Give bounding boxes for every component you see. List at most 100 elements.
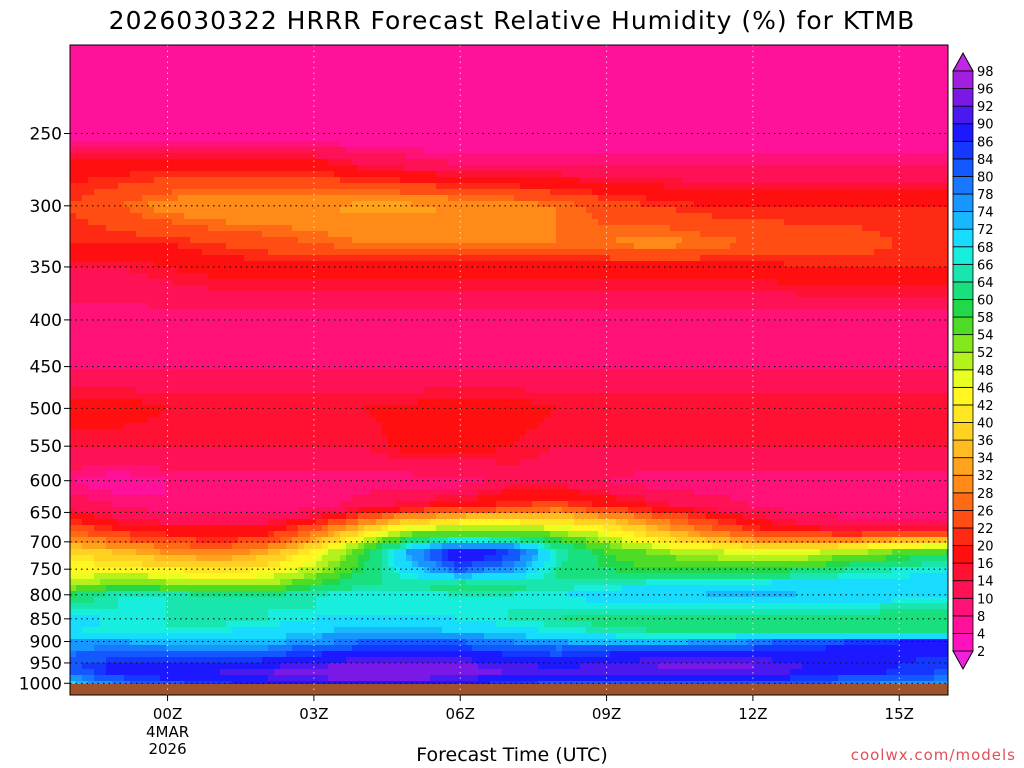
- field-cell: [532, 123, 539, 130]
- field-cell: [934, 99, 941, 106]
- field-cell: [106, 147, 113, 154]
- field-cell: [496, 177, 503, 184]
- field-cell: [916, 105, 923, 112]
- field-cell: [448, 117, 455, 124]
- field-cell: [508, 165, 515, 172]
- field-cell: [430, 195, 437, 202]
- field-cell: [172, 183, 179, 190]
- field-cell: [286, 75, 293, 82]
- field-cell: [556, 159, 563, 166]
- field-cell: [550, 225, 557, 232]
- field-cell: [922, 237, 929, 244]
- field-cell: [142, 129, 149, 136]
- field-cell: [394, 63, 401, 70]
- field-cell: [208, 159, 215, 166]
- field-cell: [802, 153, 809, 160]
- field-cell: [442, 189, 449, 196]
- field-cell: [478, 87, 485, 94]
- field-cell: [544, 243, 551, 250]
- field-cell: [562, 57, 569, 64]
- field-cell: [568, 57, 575, 64]
- field-cell: [382, 99, 389, 106]
- field-cell: [730, 69, 737, 76]
- field-cell: [220, 147, 227, 154]
- field-cell: [808, 81, 815, 88]
- field-cell: [688, 207, 695, 214]
- field-cell: [424, 225, 431, 232]
- field-cell: [340, 117, 347, 124]
- field-cell: [574, 165, 581, 172]
- field-cell: [928, 75, 935, 82]
- field-cell: [772, 99, 779, 106]
- field-cell: [700, 183, 707, 190]
- field-cell: [568, 147, 575, 154]
- field-cell: [562, 117, 569, 124]
- field-cell: [190, 201, 197, 208]
- field-cell: [898, 117, 905, 124]
- field-cell: [478, 207, 485, 214]
- field-cell: [394, 201, 401, 208]
- chart-title: 2026030322 HRRR Forecast Relative Humidi…: [108, 6, 916, 35]
- field-cell: [562, 171, 569, 178]
- field-cell: [346, 99, 353, 106]
- field-cell: [250, 171, 257, 178]
- field-cell: [562, 87, 569, 94]
- field-cell: [658, 99, 665, 106]
- field-cell: [826, 81, 833, 88]
- field-cell: [376, 87, 383, 94]
- field-cell: [808, 201, 815, 208]
- field-cell: [622, 177, 629, 184]
- field-cell: [934, 93, 941, 100]
- field-cell: [934, 207, 941, 214]
- field-cell: [274, 93, 281, 100]
- field-cell: [538, 87, 545, 94]
- field-cell: [484, 177, 491, 184]
- field-cell: [490, 87, 497, 94]
- field-cell: [226, 219, 233, 226]
- field-cell: [106, 117, 113, 124]
- field-cell: [100, 135, 107, 142]
- field-cell: [496, 243, 503, 250]
- field-cell: [184, 93, 191, 100]
- field-cell: [352, 153, 359, 160]
- field-cell: [640, 165, 647, 172]
- field-cell: [184, 177, 191, 184]
- field-cell: [778, 105, 785, 112]
- field-cell: [178, 129, 185, 136]
- field-cell: [616, 93, 623, 100]
- field-cell: [130, 159, 137, 166]
- field-cell: [88, 231, 95, 238]
- field-cell: [718, 111, 725, 118]
- field-cell: [502, 87, 509, 94]
- field-cell: [628, 213, 635, 220]
- field-cell: [418, 201, 425, 208]
- field-cell: [748, 219, 755, 226]
- field-cell: [784, 75, 791, 82]
- field-cell: [568, 171, 575, 178]
- field-cell: [796, 111, 803, 118]
- field-cell: [712, 129, 719, 136]
- field-cell: [124, 135, 131, 142]
- field-cell: [532, 153, 539, 160]
- field-cell: [346, 141, 353, 148]
- field-cell: [172, 87, 179, 94]
- field-cell: [670, 213, 677, 220]
- field-cell: [340, 123, 347, 130]
- field-cell: [532, 57, 539, 64]
- field-cell: [946, 81, 948, 88]
- field-cell: [238, 153, 245, 160]
- field-cell: [406, 165, 413, 172]
- field-cell: [580, 99, 587, 106]
- field-cell: [442, 51, 449, 58]
- field-cell: [532, 171, 539, 178]
- field-cell: [76, 201, 83, 208]
- field-cell: [76, 219, 83, 226]
- field-cell: [202, 207, 209, 214]
- field-cell: [580, 207, 587, 214]
- field-cell: [760, 87, 767, 94]
- field-cell: [424, 117, 431, 124]
- field-cell: [892, 135, 899, 142]
- field-cell: [610, 159, 617, 166]
- field-cell: [394, 165, 401, 172]
- field-cell: [136, 219, 143, 226]
